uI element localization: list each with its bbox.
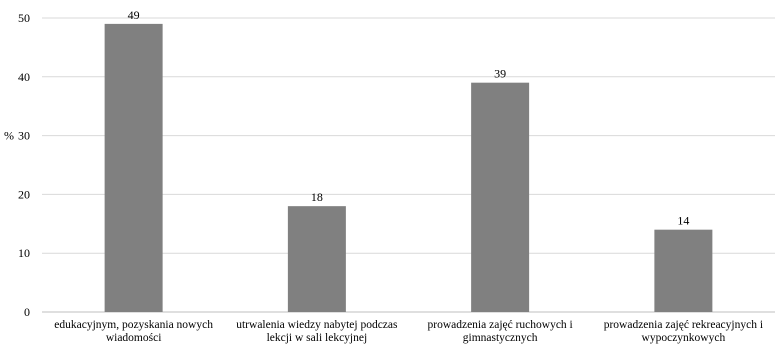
x-tick-label: utrwalenia wiedzy nabytej podczas <box>236 319 398 331</box>
x-tick-label: edukacyjnym, pozyskania nowych <box>54 319 213 331</box>
x-tick-label: gimnastycznych <box>463 332 538 344</box>
bar <box>654 229 713 312</box>
x-tick-label: lekcji w sali lekcyjnej <box>267 332 368 344</box>
data-label: 39 <box>494 67 506 81</box>
bar <box>104 23 163 312</box>
y-axis-title: % <box>4 129 14 143</box>
x-tick-label: wiadomości <box>106 332 162 344</box>
data-label: 49 <box>128 8 140 22</box>
x-tick-label: prowadzenia zajęć rekreacyjnych i <box>604 319 763 331</box>
y-tick-label: 0 <box>24 305 30 319</box>
y-tick-label: 10 <box>18 246 30 260</box>
data-label: 14 <box>677 214 689 228</box>
y-tick-label: 40 <box>18 70 30 84</box>
x-tick-label: prowadzenia zajęć ruchowych i <box>427 319 572 331</box>
bar <box>471 82 530 313</box>
bar <box>287 206 346 312</box>
data-label: 18 <box>311 190 323 204</box>
y-tick-label: 50 <box>18 11 30 25</box>
x-tick-label: wypoczynkowych <box>642 332 726 344</box>
y-tick-label: 20 <box>18 187 30 201</box>
y-tick-label: 30 <box>18 129 30 143</box>
